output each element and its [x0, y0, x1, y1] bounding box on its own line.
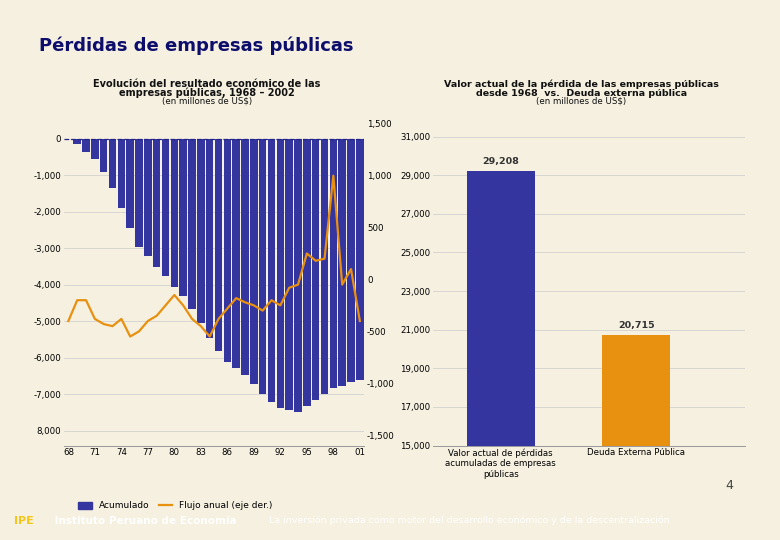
Bar	[206, 139, 214, 338]
Bar	[215, 139, 222, 350]
Bar	[466, 171, 534, 540]
Bar	[118, 139, 125, 208]
Text: Instituto Peruano de Economía: Instituto Peruano de Economía	[51, 516, 236, 525]
Bar	[144, 139, 151, 256]
Bar	[241, 139, 249, 375]
Bar	[161, 139, 169, 276]
Bar	[197, 139, 204, 323]
Bar	[321, 139, 328, 394]
Text: (en millones de US$): (en millones de US$)	[161, 97, 252, 106]
Bar	[259, 139, 267, 394]
Bar	[277, 139, 284, 408]
Bar	[108, 139, 116, 188]
Bar	[294, 139, 302, 413]
Text: (en millones de US$): (en millones de US$)	[536, 97, 626, 106]
Bar	[232, 139, 240, 368]
Text: desde 1968  vs.  Deuda externa pública: desde 1968 vs. Deuda externa pública	[476, 89, 686, 98]
Bar	[268, 139, 275, 402]
Text: La inversión privada como motor del desarrollo económico y de la descentralizaci: La inversión privada como motor del desa…	[269, 516, 670, 525]
Bar	[312, 139, 320, 400]
Text: IPE: IPE	[14, 516, 34, 525]
Text: empresas públicas, 1968 – 2002: empresas públicas, 1968 – 2002	[119, 87, 295, 98]
Text: 20,715: 20,715	[618, 321, 654, 330]
Bar	[303, 139, 310, 407]
Bar	[153, 139, 161, 267]
Bar	[602, 335, 670, 540]
Bar	[339, 139, 346, 386]
Text: Evolución del resultado económico de las: Evolución del resultado económico de las	[93, 79, 321, 90]
Bar	[171, 139, 178, 287]
Bar	[91, 139, 98, 159]
Bar	[135, 139, 143, 247]
Bar	[330, 139, 337, 388]
Bar	[73, 139, 81, 144]
Bar	[82, 139, 90, 152]
Text: Valor actual de la pérdida de las empresas públicas: Valor actual de la pérdida de las empres…	[444, 80, 718, 90]
Text: 29,208: 29,208	[482, 157, 519, 166]
Text: Pérdidas de empresas públicas: Pérdidas de empresas públicas	[39, 37, 353, 55]
Text: 4: 4	[725, 480, 733, 492]
Bar	[356, 139, 363, 380]
Bar	[250, 139, 257, 384]
Bar	[126, 139, 134, 228]
Bar	[224, 139, 231, 362]
Bar	[347, 139, 355, 382]
Bar	[285, 139, 293, 410]
Bar	[179, 139, 187, 296]
Bar	[100, 139, 108, 172]
Bar	[188, 139, 196, 309]
Legend: Acumulado, Flujo anual (eje der.): Acumulado, Flujo anual (eje der.)	[74, 498, 276, 514]
